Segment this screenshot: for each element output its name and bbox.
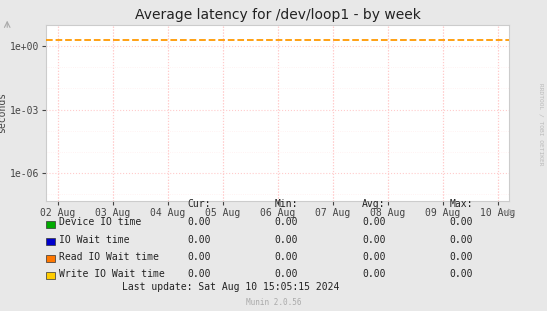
Text: 0.00: 0.00: [187, 234, 211, 244]
Text: Max:: Max:: [450, 199, 473, 209]
Title: Average latency for /dev/loop1 - by week: Average latency for /dev/loop1 - by week: [135, 8, 421, 22]
Text: 0.00: 0.00: [362, 217, 386, 227]
Text: Last update: Sat Aug 10 15:05:15 2024: Last update: Sat Aug 10 15:05:15 2024: [122, 282, 339, 292]
Text: 0.00: 0.00: [362, 269, 386, 279]
Text: Cur:: Cur:: [187, 199, 211, 209]
Text: Avg:: Avg:: [362, 199, 386, 209]
Text: 0.00: 0.00: [275, 217, 298, 227]
Text: 0.00: 0.00: [187, 252, 211, 262]
Text: 0.00: 0.00: [187, 269, 211, 279]
Text: 0.00: 0.00: [275, 252, 298, 262]
Text: 0.00: 0.00: [450, 252, 473, 262]
Text: RRDTOOL / TOBI OETIKER: RRDTOOL / TOBI OETIKER: [538, 83, 543, 166]
Text: 0.00: 0.00: [275, 234, 298, 244]
Text: IO Wait time: IO Wait time: [59, 234, 130, 244]
Text: 0.00: 0.00: [275, 269, 298, 279]
Text: Device IO time: Device IO time: [59, 217, 141, 227]
Text: 0.00: 0.00: [187, 217, 211, 227]
Text: Munin 2.0.56: Munin 2.0.56: [246, 298, 301, 307]
Text: 0.00: 0.00: [450, 234, 473, 244]
Text: Write IO Wait time: Write IO Wait time: [59, 269, 165, 279]
Text: Min:: Min:: [275, 199, 298, 209]
Text: 0.00: 0.00: [362, 252, 386, 262]
Text: Read IO Wait time: Read IO Wait time: [59, 252, 159, 262]
Text: 0.00: 0.00: [362, 234, 386, 244]
Text: 0.00: 0.00: [450, 269, 473, 279]
Text: 0.00: 0.00: [450, 217, 473, 227]
Y-axis label: seconds: seconds: [0, 92, 8, 133]
